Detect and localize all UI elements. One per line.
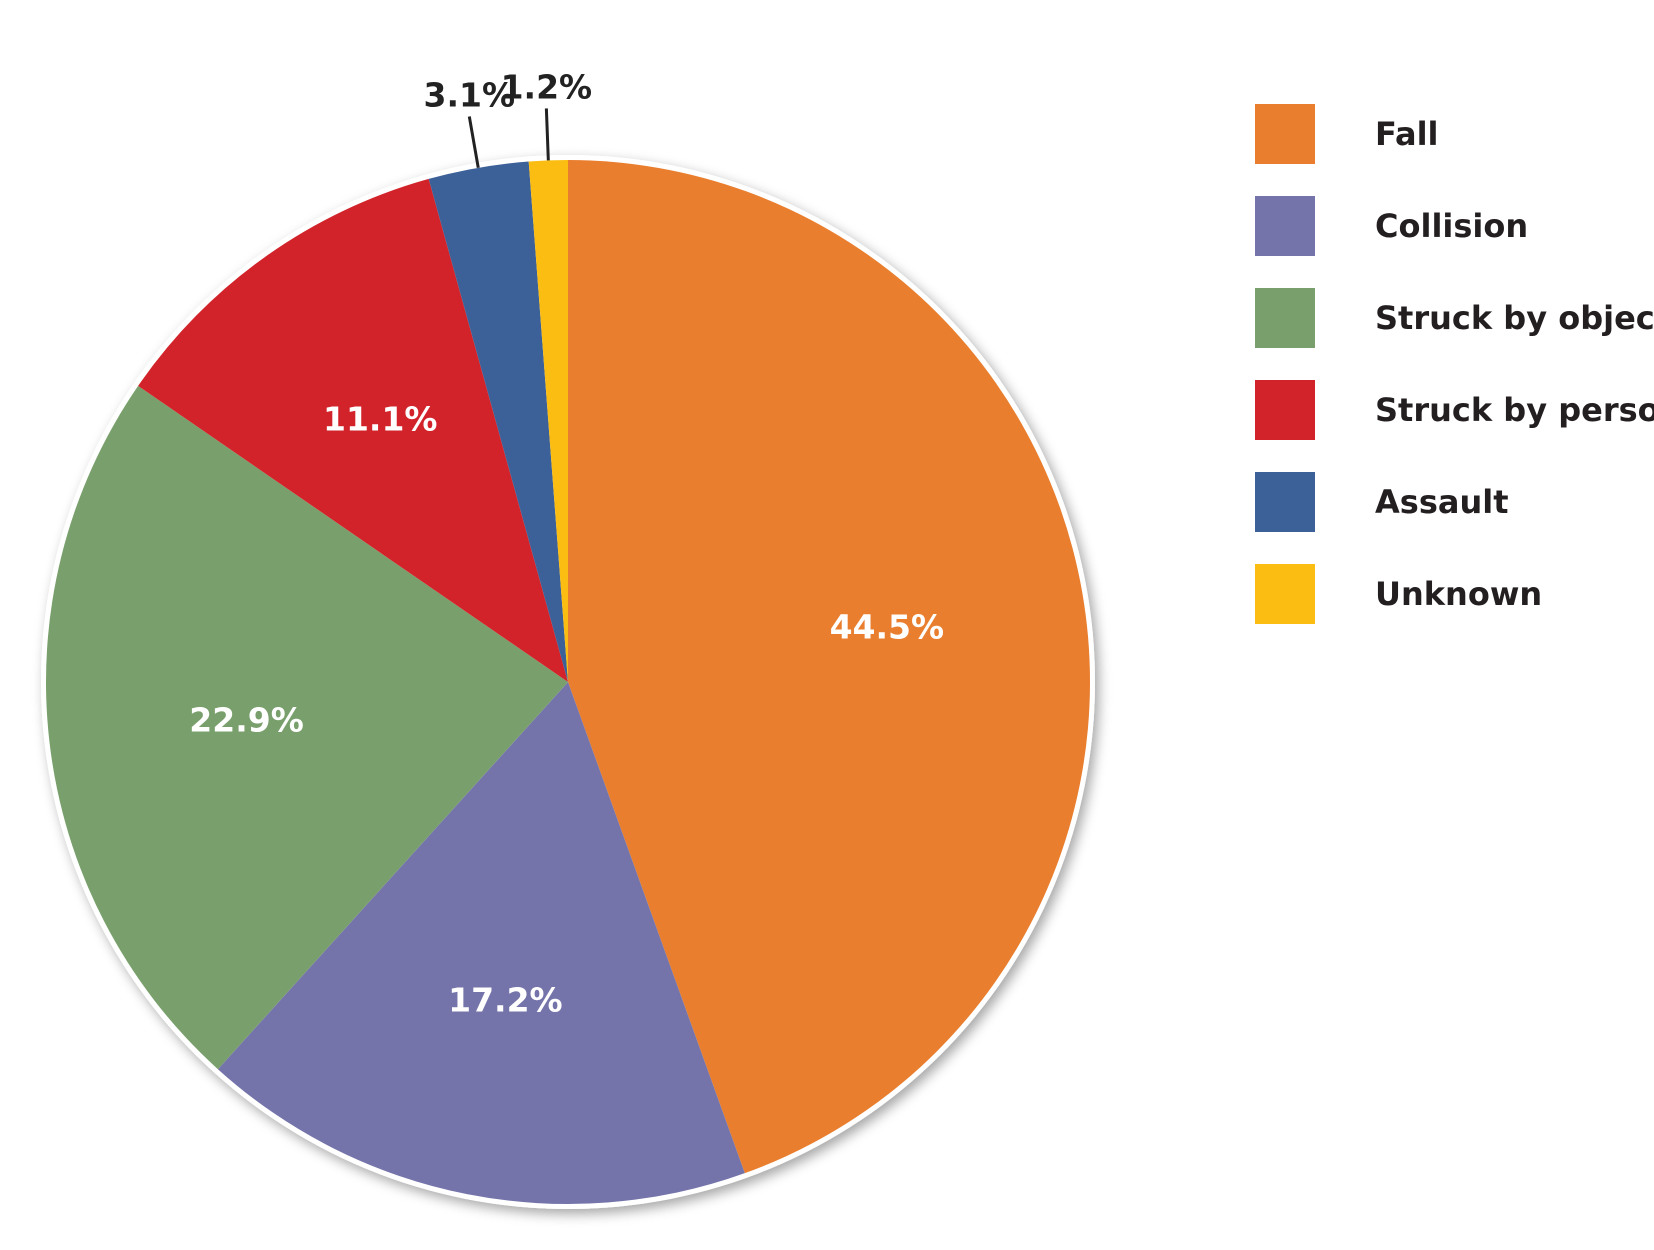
pie-slices (46, 160, 1090, 1204)
legend-swatch-unknown (1255, 564, 1315, 624)
legend-swatch-struck-by-object (1255, 288, 1315, 348)
legend-label-struck-by-object: Struck by object (1375, 299, 1654, 337)
legend-swatch-collision (1255, 196, 1315, 256)
slice-label-unknown: 1.2% (501, 67, 593, 106)
legend-label-assault: Assault (1375, 483, 1509, 521)
slice-label-assault: 3.1% (424, 76, 516, 115)
legend-label-unknown: Unknown (1375, 575, 1542, 613)
legend-label-fall: Fall (1375, 115, 1439, 153)
pie-slice-struck-by-person (138, 178, 569, 683)
pie-slice-collision (217, 682, 745, 1204)
leader-line-assault (467, 116, 480, 169)
legend: Fall Collision Struck by object Struck by p… (1255, 104, 1654, 624)
slice-label-fall: 44.5% (830, 607, 945, 646)
legend-swatch-fall (1255, 104, 1315, 164)
pie-slice-struck-by-object (46, 385, 568, 1070)
pie-slice-unknown (528, 160, 568, 682)
slice-label-struck-by-person: 11.1% (323, 399, 438, 438)
pie-slice-assault (428, 161, 568, 683)
legend-swatch-assault (1255, 472, 1315, 532)
slice-label-collision: 17.2% (448, 981, 563, 1020)
legend-swatch-struck-by-person (1255, 380, 1315, 440)
pie-slice-fall (568, 160, 1090, 1174)
slice-label-struck-by-object: 22.9% (189, 701, 304, 740)
pie-slice-labels: 44.5% 17.2% 22.9% 11.1% 3.1%1.2% (189, 67, 944, 1019)
leader-line-unknown (544, 108, 550, 161)
legend-label-collision: Collision (1375, 207, 1528, 245)
legend-label-struck-by-person: Struck by person (1375, 391, 1654, 429)
